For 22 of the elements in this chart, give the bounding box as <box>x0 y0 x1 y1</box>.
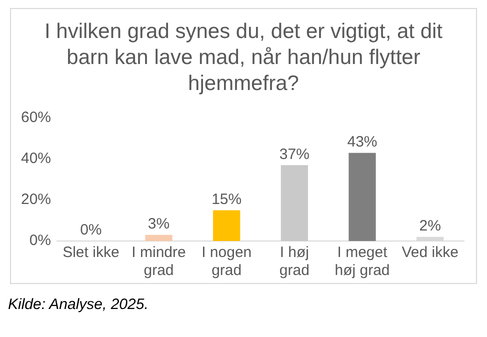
y-tick-label: 40% <box>20 150 52 168</box>
bar <box>348 152 376 241</box>
chart-title: I hvilken grad synes du, det er vigtigt, at dit barn kan lave mad, når han/hun flytter hjemmefra? <box>44 19 444 97</box>
y-tick-label: 0% <box>29 232 52 250</box>
bar <box>213 210 240 241</box>
bar <box>280 165 308 241</box>
data-label: 37% <box>279 146 310 163</box>
x-tick-label: I mindre grad <box>132 244 186 280</box>
data-label: 2% <box>419 218 441 235</box>
data-label: 43% <box>347 133 378 150</box>
x-tick-label: I høj grad <box>279 244 310 280</box>
y-tick-label: 20% <box>20 191 52 208</box>
data-label: 3% <box>148 215 170 232</box>
x-tick-label: Slet ikke <box>62 244 120 262</box>
x-tick-label: I meget høj grad <box>334 244 390 280</box>
x-tick-label: I nogen grad <box>202 244 252 280</box>
data-label: 0% <box>80 222 102 239</box>
x-tick-label: Ved ikke <box>402 244 458 262</box>
data-label: 15% <box>212 190 242 208</box>
y-tick-label: 60% <box>20 109 52 126</box>
bar <box>145 234 172 241</box>
text: Kilde: Analyse, 2025. <box>8 296 150 313</box>
